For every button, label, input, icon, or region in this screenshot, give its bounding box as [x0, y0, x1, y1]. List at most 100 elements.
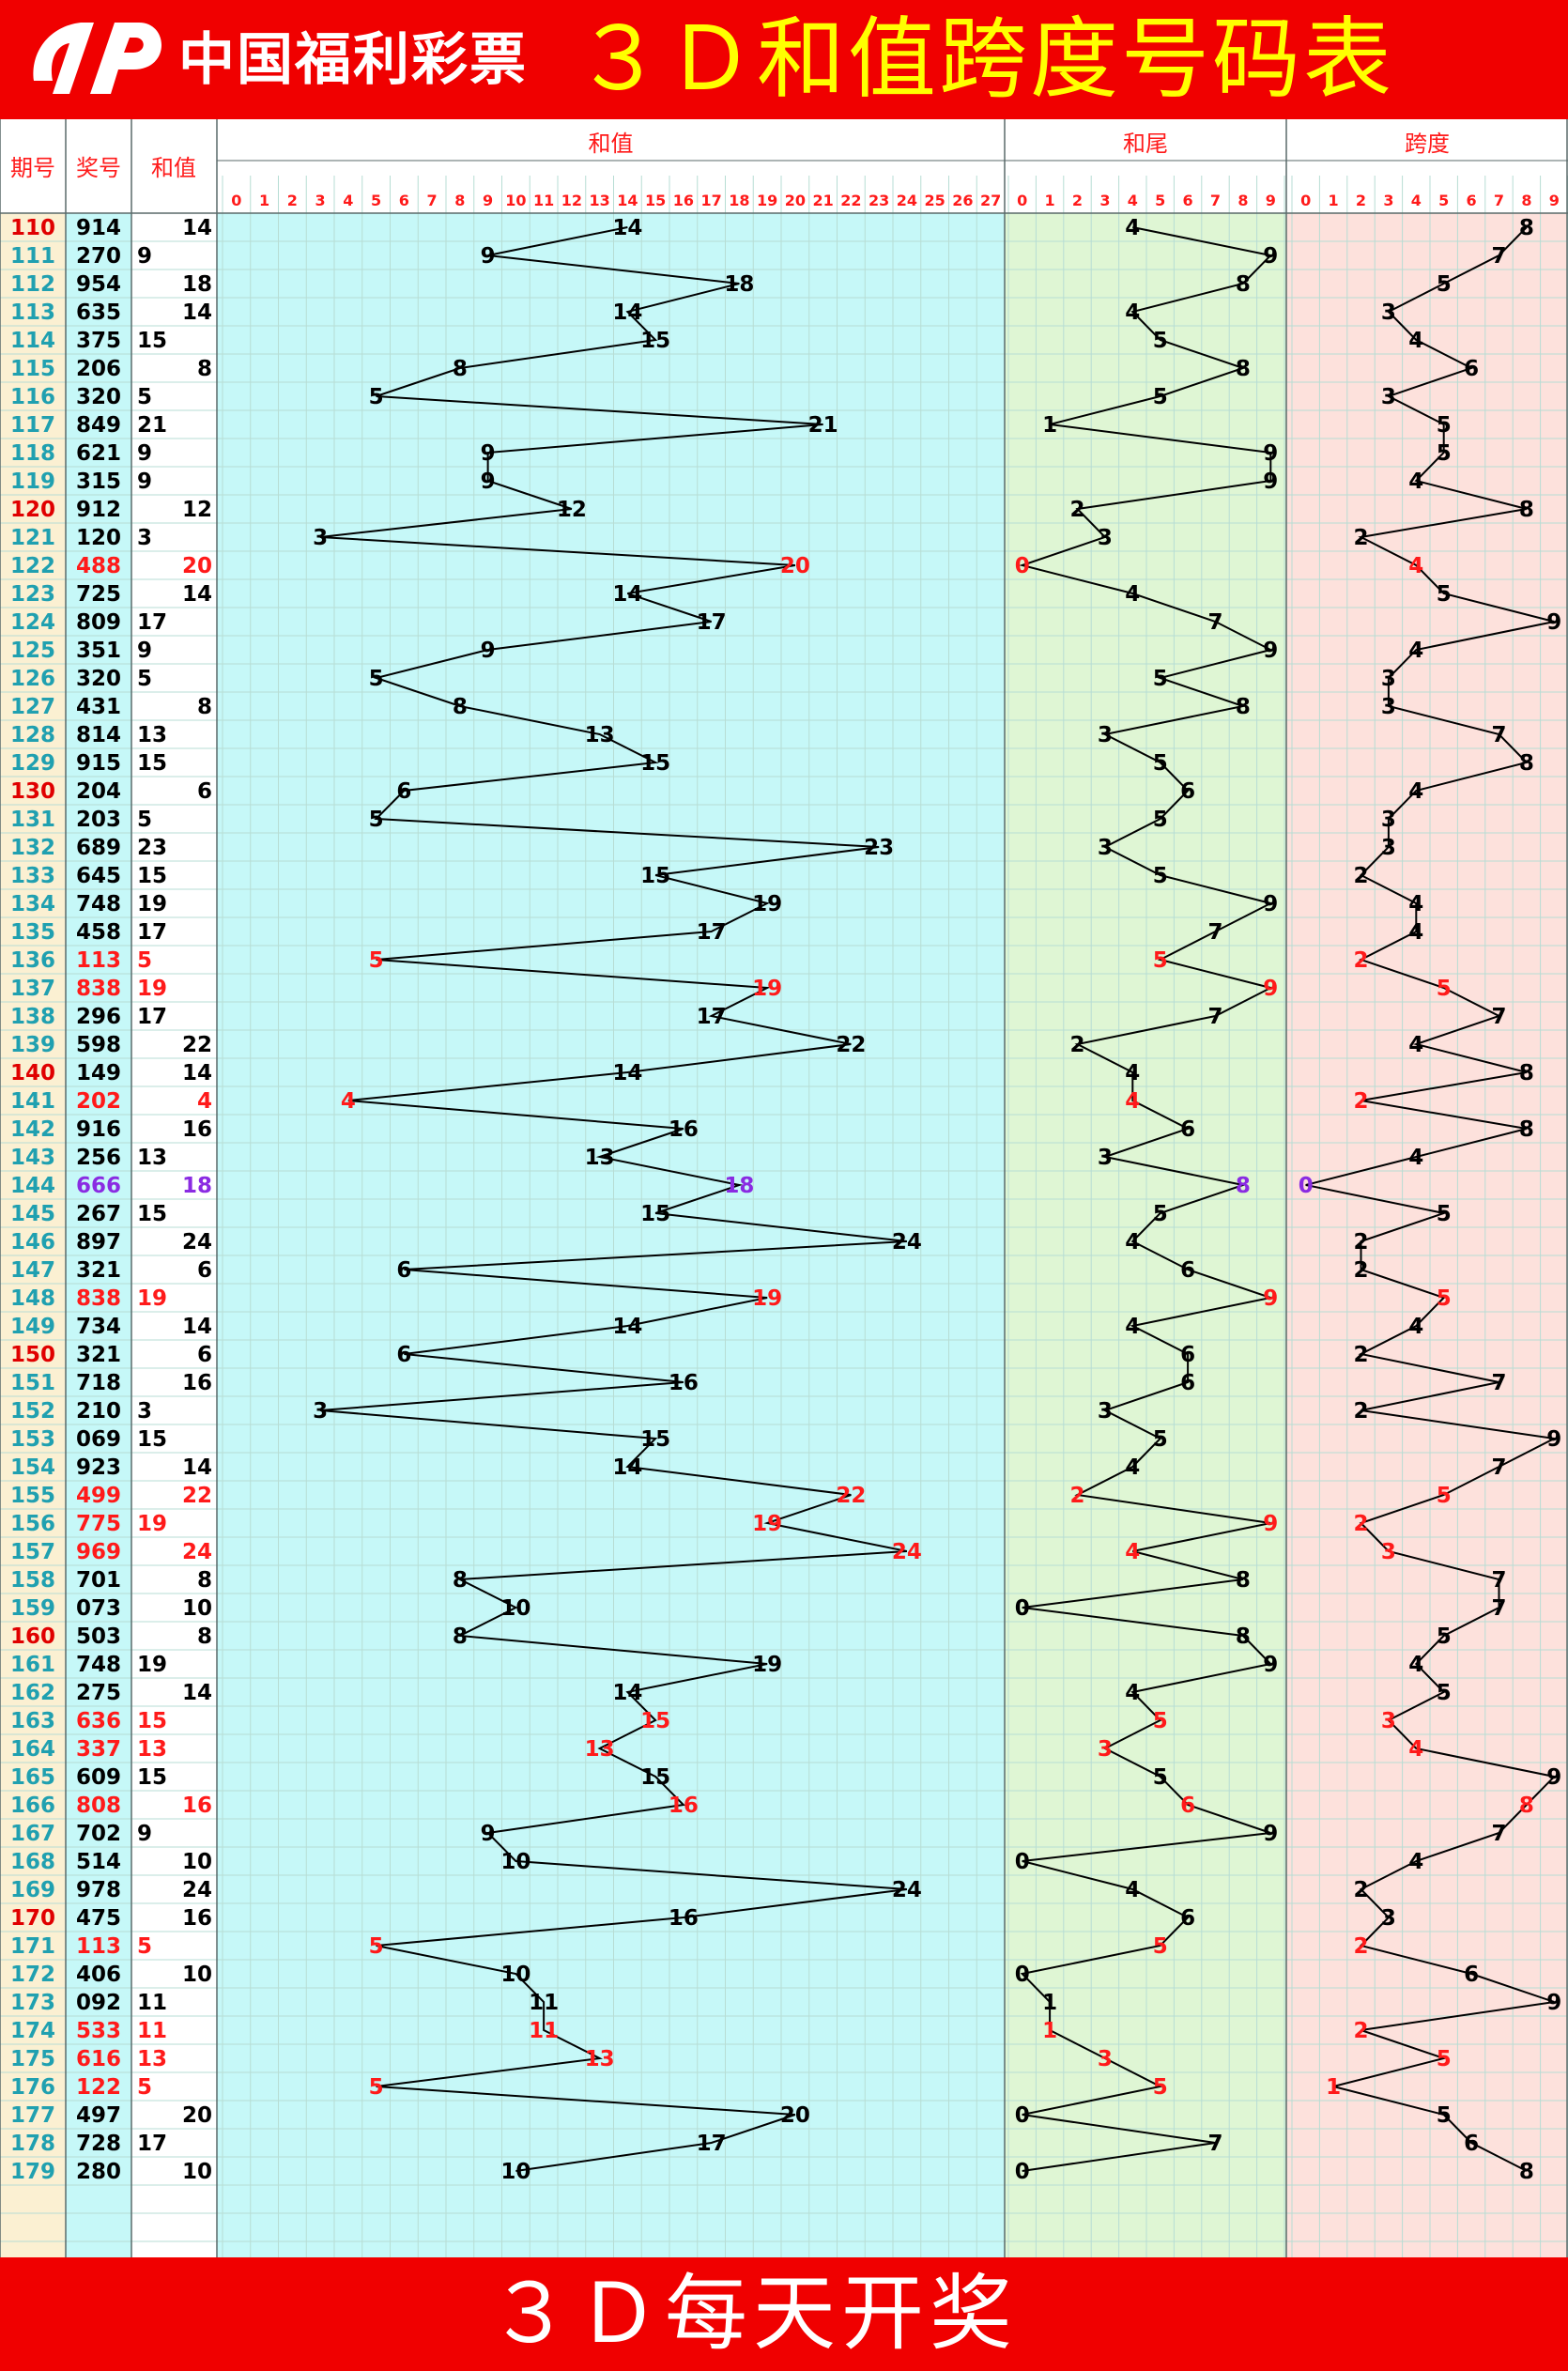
period-cell: 150	[10, 1343, 55, 1367]
sum-cell: 19	[137, 892, 167, 916]
span-point: 4	[1408, 920, 1423, 945]
period-cell: 175	[10, 2047, 55, 2071]
number-cell: 666	[76, 1174, 121, 1198]
sum-axis-label: 20	[785, 192, 806, 209]
span-point: 7	[1491, 1371, 1506, 1395]
sum-axis-label: 27	[980, 192, 1001, 209]
span-point: 5	[1437, 1624, 1452, 1649]
sum-point: 9	[481, 1822, 496, 1846]
number-cell: 320	[76, 667, 121, 691]
sum-cell: 13	[137, 1737, 167, 1762]
period-cell: 160	[10, 1624, 55, 1649]
period-cell: 116	[10, 385, 55, 409]
number-cell: 838	[76, 1286, 121, 1311]
sum-axis-label: 17	[700, 192, 721, 209]
number-cell: 113	[76, 948, 121, 973]
number-cell: 458	[76, 920, 121, 945]
sum-cell: 20	[182, 554, 212, 578]
number-cell: 069	[76, 1427, 121, 1452]
period-cell: 134	[10, 892, 55, 916]
tail-point: 8	[1236, 1624, 1251, 1649]
sum-point: 15	[640, 1765, 670, 1790]
sum-point: 9	[481, 244, 496, 269]
number-cell: 321	[76, 1258, 121, 1283]
sum-cell: 14	[182, 1681, 212, 1705]
number-cell: 256	[76, 1146, 121, 1170]
period-cell: 169	[10, 1878, 55, 1902]
number-cell: 267	[76, 1202, 121, 1226]
sum-cell: 5	[137, 808, 152, 832]
tail-point: 5	[1153, 667, 1168, 691]
number-cell: 748	[76, 892, 121, 916]
tail-point: 5	[1153, 808, 1168, 832]
sum-point: 17	[697, 1005, 727, 1029]
number-cell: 275	[76, 1681, 121, 1705]
period-cell: 177	[10, 2103, 55, 2128]
span-point: 7	[1491, 1455, 1506, 1480]
sum-point: 6	[396, 779, 411, 804]
span-point: 5	[1437, 413, 1452, 438]
span-point: 3	[1381, 1540, 1396, 1564]
number-cell: 635	[76, 300, 121, 325]
tail-point: 4	[1125, 1878, 1140, 1902]
period-cell: 131	[10, 808, 55, 832]
period-cell: 141	[10, 1089, 55, 1114]
period-cell: 172	[10, 1963, 55, 1987]
span-axis-label: 1	[1329, 192, 1339, 209]
sum-cell: 22	[182, 1033, 212, 1057]
sum-point: 15	[640, 329, 670, 353]
footer-bar	[0, 2257, 1568, 2371]
tail-point: 3	[1098, 1399, 1113, 1424]
sum-cell: 14	[182, 1061, 212, 1085]
sum-point: 17	[697, 2132, 727, 2156]
period-cell: 128	[10, 723, 55, 747]
span-point: 4	[1408, 1033, 1423, 1057]
tail-point: 3	[1098, 836, 1113, 860]
number-cell: 775	[76, 1512, 121, 1536]
sum-cell: 5	[137, 1934, 152, 1959]
number-cell: 203	[76, 808, 121, 832]
tail-point: 1	[1042, 2019, 1057, 2043]
number-cell: 204	[76, 779, 121, 804]
period-cell: 171	[10, 1934, 55, 1959]
span-point: 9	[1546, 1427, 1561, 1452]
tail-point: 9	[1263, 1653, 1278, 1677]
tail-axis-label: 9	[1266, 192, 1276, 209]
period-cell: 156	[10, 1512, 55, 1536]
number-cell: 202	[76, 1089, 121, 1114]
tail-point: 5	[1153, 1427, 1168, 1452]
span-point: 2	[1353, 1089, 1368, 1114]
sum-cell: 15	[137, 1765, 167, 1790]
number-cell: 280	[76, 2160, 121, 2184]
sum-point: 16	[669, 1371, 699, 1395]
period-cell: 173	[10, 1991, 55, 2015]
sum-cell: 9	[137, 244, 152, 269]
sum-axis-label: 14	[617, 192, 638, 209]
number-cell: 321	[76, 1343, 121, 1367]
number-cell: 808	[76, 1794, 121, 1818]
sum-cell: 17	[137, 2132, 167, 2156]
sum-axis-label: 5	[371, 192, 381, 209]
number-cell: 120	[76, 526, 121, 550]
sum-point: 19	[752, 1512, 782, 1536]
sum-cell: 15	[137, 1709, 167, 1733]
sum-point: 14	[612, 1455, 642, 1480]
tail-point: 2	[1069, 498, 1084, 522]
number-cell: 814	[76, 723, 121, 747]
sum-axis-label: 6	[399, 192, 409, 209]
span-point: 7	[1491, 1596, 1506, 1621]
span-point: 2	[1353, 1399, 1368, 1424]
number-cell: 923	[76, 1455, 121, 1480]
sum-cell: 5	[137, 385, 152, 409]
sum-cell: 19	[137, 1512, 167, 1536]
tail-point: 9	[1263, 1822, 1278, 1846]
tail-axis-label: 7	[1210, 192, 1221, 209]
tail-point: 8	[1236, 1174, 1251, 1198]
number-cell: 621	[76, 441, 121, 466]
tail-chart-header: 和尾	[1123, 131, 1168, 157]
tail-point: 0	[1015, 1963, 1030, 1987]
sum-point: 12	[557, 498, 587, 522]
span-point: 8	[1519, 2160, 1534, 2184]
period-cell: 152	[10, 1399, 55, 1424]
sum-axis-label: 8	[454, 192, 465, 209]
